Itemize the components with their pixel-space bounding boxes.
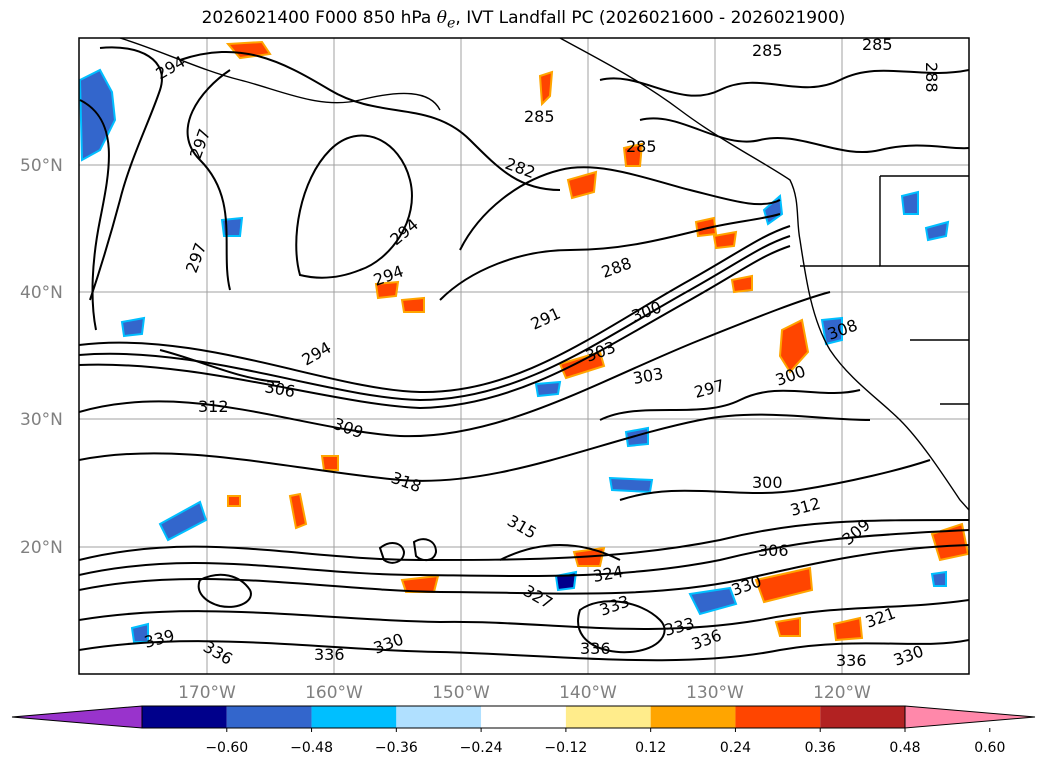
lon-label-170w: 170°W (178, 683, 236, 703)
ivt-patch-negative (624, 426, 649, 448)
colorbar-tick-label: −0.60 (205, 740, 248, 756)
colorbar-tick-label: 0.24 (720, 740, 751, 756)
colorbar-tick-label: −0.36 (375, 740, 418, 756)
lon-label-140w: 140°W (559, 683, 617, 703)
colorbar-segment (650, 706, 736, 728)
ivt-patch-negative (608, 476, 654, 494)
ivt-patch-negative (900, 190, 919, 215)
ivt-patch-positive (227, 495, 241, 507)
map-content (79, 38, 969, 674)
colorbar-extend-high (904, 705, 1036, 729)
colorbar-segment (820, 706, 905, 728)
contour-label: 312 (198, 397, 229, 416)
lon-label-150w: 150°W (432, 683, 490, 703)
colorbar-border (141, 705, 906, 729)
colorbar-tick-label: 0.12 (635, 740, 666, 756)
colorbar-segment (565, 706, 651, 728)
lat-label-20: 20°N (20, 538, 63, 558)
coastlines (119, 38, 969, 511)
ivt-patch-negative (820, 316, 843, 346)
ivt-patch-positive (320, 455, 339, 471)
ivt-patch-positive (712, 230, 738, 250)
ivt-patch-positive (558, 350, 606, 380)
map-title: 2026021400 F000 850 hPa θe, IVT Landfall… (201, 8, 846, 32)
ivt-patch-positive (730, 274, 753, 294)
contour-label: 288 (922, 62, 941, 93)
colorbar-segment (396, 706, 482, 728)
ivt-patch-positive (374, 280, 400, 300)
ivt-patch-negative (688, 586, 738, 616)
ivt-patch-positive (832, 616, 864, 642)
colorbar-tick-label: 0.36 (805, 740, 836, 756)
colorbar-tick-label: −0.12 (544, 740, 587, 756)
ivt-patch-positive (622, 142, 644, 167)
contour-label: 285 (862, 35, 893, 54)
colorbar-segment (311, 706, 397, 728)
colorbar-segment (735, 706, 821, 728)
ivt-patch-positive (538, 70, 554, 107)
longitude-labels: 170°W 160°W 150°W 140°W 130°W 120°W (178, 683, 871, 703)
colorbar-segment (481, 706, 566, 728)
colorbar-tick-label: −0.48 (290, 740, 333, 756)
contour-label: 285 (626, 137, 657, 156)
ivt-patch-positive (778, 318, 810, 374)
colorbar-ticks: −0.60 −0.48 −0.36 −0.24 −0.12 0.12 0.24 0.36 0.4… (205, 728, 1005, 756)
contour-label: 285 (752, 41, 783, 60)
colorbar: −0.60 −0.48 −0.36 −0.24 −0.12 0.12 0.24 0.36 0.4… (11, 705, 1036, 756)
contour-label: 300 (752, 473, 783, 492)
colorbar-tick-label: 0.60 (974, 740, 1005, 756)
contour-label: 336 (836, 651, 867, 670)
ivt-patch-positive (930, 522, 969, 562)
ivt-patch-positive (400, 296, 425, 313)
colorbar-tick-label: 0.48 (889, 740, 920, 756)
colorbar-tick-label: −0.24 (460, 740, 503, 756)
colorbar-extend-low (11, 705, 143, 729)
latitude-labels: 50°N 40°N 30°N 20°N (20, 156, 63, 558)
ivt-patch-positive (288, 492, 308, 530)
ivt-patch-negative (924, 220, 950, 242)
contour-label: 306 (758, 541, 789, 560)
ivt-patch-negative (120, 316, 146, 338)
ivt-patch-negative (534, 380, 562, 398)
lon-label-160w: 160°W (305, 683, 363, 703)
ivt-patch-positive (400, 574, 440, 593)
colorbar-segments (11, 705, 1036, 729)
lat-label-40: 40°N (20, 283, 63, 303)
ivt-patch-negative (930, 570, 947, 587)
theta-e-contours (79, 46, 969, 662)
ivt-patch-positive (774, 616, 801, 637)
colorbar-segment (226, 706, 312, 728)
contour-label: 285 (524, 107, 555, 126)
map-frame (78, 37, 970, 675)
contour-label: 336 (314, 645, 345, 664)
lat-label-50: 50°N (20, 156, 63, 176)
ivt-patch-positive (566, 170, 598, 200)
contour-label: 336 (580, 639, 611, 658)
ivt-patch-negative (158, 500, 208, 542)
colorbar-segment (142, 706, 227, 728)
ivt-patch-positive (754, 566, 814, 604)
lon-label-130w: 130°W (686, 683, 744, 703)
lat-label-30: 30°N (20, 410, 63, 430)
lon-label-120w: 120°W (813, 683, 871, 703)
